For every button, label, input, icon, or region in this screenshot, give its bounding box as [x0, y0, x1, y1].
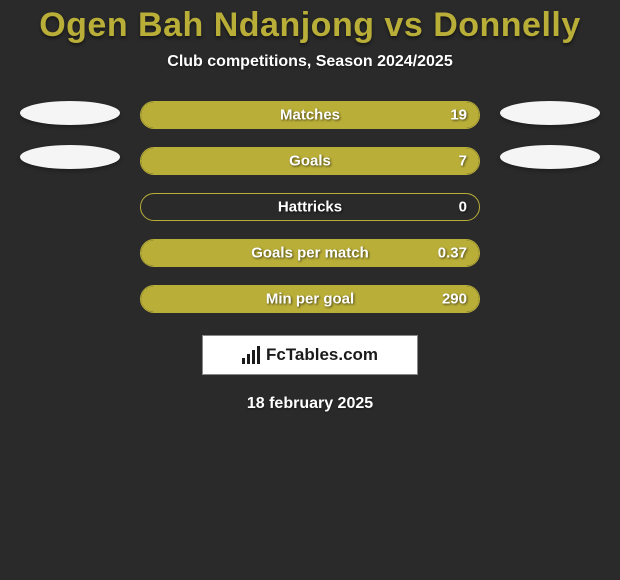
player-right-avatar-2: [500, 145, 600, 169]
stat-row: Matches 19: [140, 101, 480, 129]
player-right-column: [500, 101, 600, 169]
fctables-logo[interactable]: FcTables.com: [202, 335, 418, 375]
stat-value: 19: [450, 107, 467, 124]
player-left-avatar-2: [20, 145, 120, 169]
stat-value: 7: [459, 153, 467, 170]
bar-chart-icon: [242, 346, 260, 364]
stat-row: Min per goal 290: [140, 285, 480, 313]
stat-row: Hattricks 0: [140, 193, 480, 221]
player-left-column: [20, 101, 120, 169]
stat-label: Min per goal: [266, 291, 354, 308]
stat-label: Matches: [280, 107, 340, 124]
stat-value: 0.37: [438, 245, 467, 262]
page-title: Ogen Bah Ndanjong vs Donnelly: [39, 6, 581, 45]
stat-label: Goals per match: [251, 245, 369, 262]
stat-label: Goals: [289, 153, 331, 170]
stat-row: Goals per match 0.37: [140, 239, 480, 267]
player-right-avatar: [500, 101, 600, 125]
stats-card: Ogen Bah Ndanjong vs Donnelly Club compe…: [0, 0, 620, 580]
stat-bars: Matches 19 Goals 7 Hattricks 0 Goals per match…: [140, 101, 480, 313]
stat-value: 290: [442, 291, 467, 308]
subtitle: Club competitions, Season 2024/2025: [167, 53, 452, 71]
stat-value: 0: [459, 199, 467, 216]
player-left-avatar: [20, 101, 120, 125]
stats-area: Matches 19 Goals 7 Hattricks 0 Goals per match…: [0, 101, 620, 313]
stat-label: Hattricks: [278, 199, 342, 216]
date-label: 18 february 2025: [247, 395, 373, 413]
logo-text: FcTables.com: [266, 345, 378, 365]
stat-row: Goals 7: [140, 147, 480, 175]
